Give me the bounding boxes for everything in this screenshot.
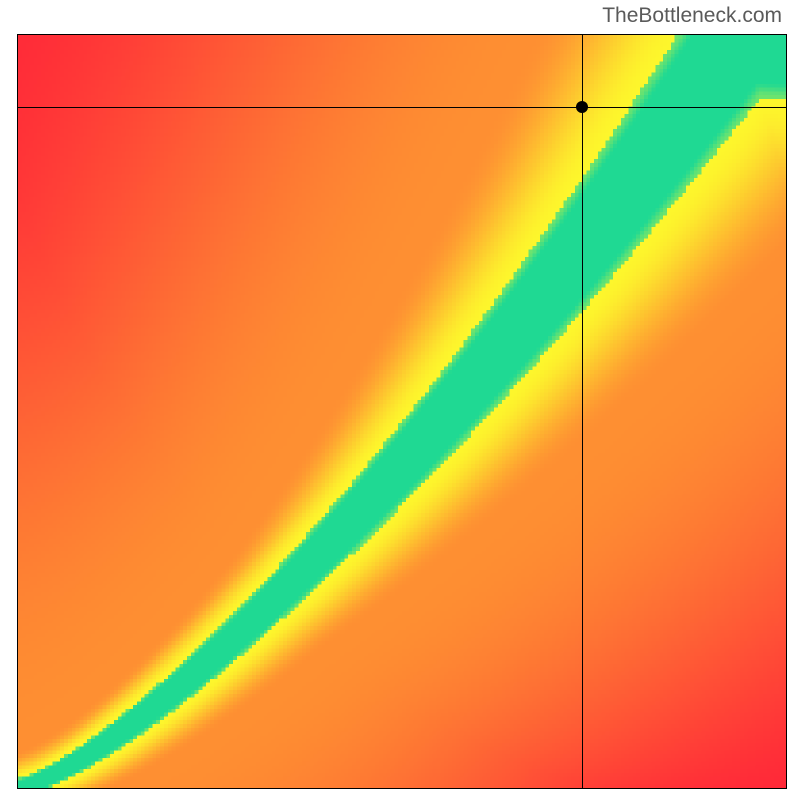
crosshair-horizontal [18,107,786,108]
heatmap-canvas [18,35,786,788]
attribution-text: TheBottleneck.com [602,4,782,28]
bottleneck-heatmap [17,34,787,789]
crosshair-vertical [582,35,583,788]
selection-marker [576,101,588,113]
